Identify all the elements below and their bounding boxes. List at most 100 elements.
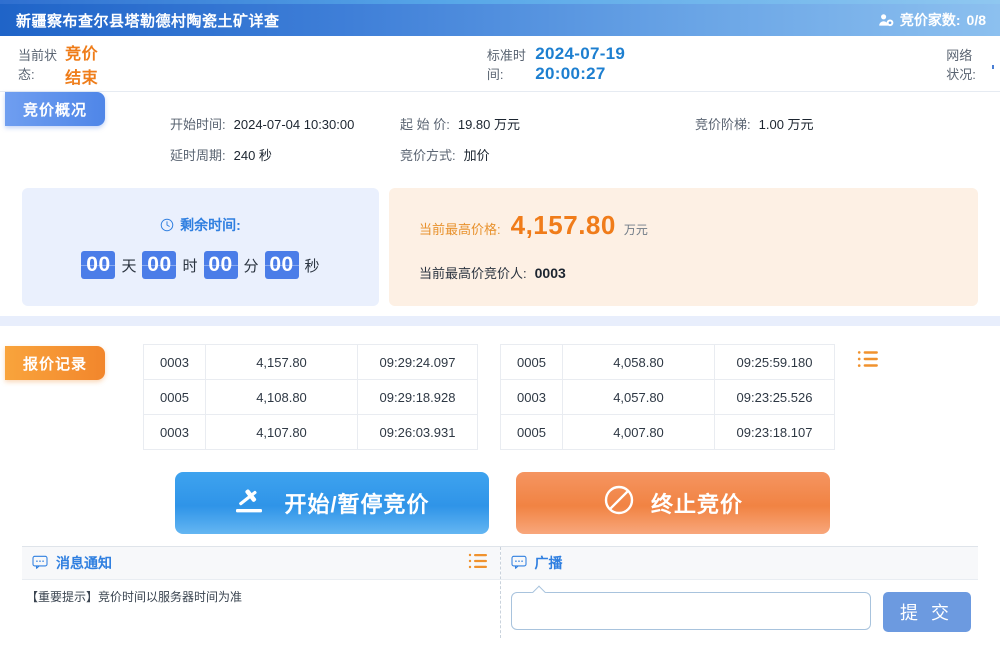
overview-fields: 开始时间: 2024-07-04 10:30:00 起 始 价: 19.80 万… [170, 106, 1000, 170]
bidder-count-group: 竞价家数: 0/8 [878, 10, 986, 30]
table-row[interactable]: 0005 4,007.80 09:23:18.107 [500, 414, 835, 450]
bid-time: 09:26:03.931 [357, 414, 478, 450]
broadcast-submit-button[interactable]: 提 交 [882, 592, 971, 632]
bid-records-tag-label: 报价记录 [5, 346, 106, 380]
message-icon [510, 555, 527, 572]
highest-bidder-value: 0003 [534, 265, 566, 281]
bid-records-table-right: 0005 4,058.80 09:25:59.180 0003 4,057.80… [500, 344, 835, 450]
gavel-icon [234, 485, 268, 521]
overview-tag-label: 竞价概况 [5, 92, 106, 126]
table-row[interactable]: 0005 4,108.80 09:29:18.928 [143, 379, 478, 415]
top-accent-strip [0, 0, 1000, 4]
bid-records-section: 报价记录 0003 4,157.80 09:29:24.097 0005 4,1… [0, 326, 1000, 454]
highest-price-value: 4,157.80 [510, 210, 616, 240]
table-row[interactable]: 0005 4,058.80 09:25:59.180 [500, 344, 835, 380]
message-panel-header: 消息通知 [22, 547, 500, 580]
bid-records-list-icon[interactable] [857, 350, 879, 368]
countdown-hours-unit: 时 [182, 257, 198, 275]
stop-auction-label: 终止竞价 [650, 492, 743, 517]
standard-time-label: 标准时间: [486, 47, 526, 82]
start-time-value: 2024-07-04 10:30:00 [233, 117, 355, 132]
speech-tail-icon [531, 585, 547, 593]
users-gear-icon [878, 12, 894, 28]
bid-id: 0003 [143, 414, 206, 450]
countdown-days-unit: 天 [121, 257, 137, 275]
overview-row-2: 延时周期: 240 秒 竞价方式: 加价 [170, 139, 1000, 170]
standard-time-value: 2024-07-19 20:00:27 [535, 43, 626, 83]
bid-price: 4,157.80 [205, 344, 358, 380]
remaining-time-title-group: 剩余时间: [160, 215, 241, 235]
bid-step-field: 竞价阶梯: 1.00 万元 [695, 114, 814, 133]
bid-price: 4,057.80 [562, 379, 715, 415]
current-state-value: 竞价结束 [65, 45, 99, 87]
highest-price-panel: 当前最高价格: 4,157.80 万元 当前最高价竞价人: 0003 [389, 188, 978, 306]
bid-price: 4,108.80 [205, 379, 358, 415]
delay-cycle-label: 延时周期: [170, 148, 226, 163]
highest-bidder-label: 当前最高价竞价人: [419, 266, 527, 281]
countdown-minutes: 00 [203, 251, 238, 279]
message-icon [32, 555, 48, 572]
starting-price-field: 起 始 价: 19.80 万元 [400, 114, 695, 133]
summary-panels: 剩余时间: 00 天 00 时 00 分 00 秒 当前最高价格: 4,157.… [0, 178, 1000, 306]
bid-step-label: 竞价阶梯: [695, 117, 751, 132]
status-bar: 当前状态: 竞价结束 标准时间: 2024-07-19 20:00:27 网络状… [0, 36, 1000, 92]
start-pause-auction-button[interactable]: 开始/暂停竞价 [175, 472, 489, 534]
highest-price-label: 当前最高价格: [419, 222, 501, 237]
countdown-days: 00 [81, 251, 116, 279]
bid-mode-value: 加价 [463, 148, 490, 163]
highest-price-row: 当前最高价格: 4,157.80 万元 [419, 210, 978, 241]
overview-row-1: 开始时间: 2024-07-04 10:30:00 起 始 价: 19.80 万… [170, 108, 1000, 139]
bid-time: 09:29:24.097 [357, 344, 478, 380]
current-state-group: 当前状态: 竞价结束 [18, 40, 114, 88]
broadcast-panel: 广播 提 交 [500, 547, 978, 638]
bid-records-tag: 报价记录 [5, 346, 106, 380]
table-row[interactable]: 0003 4,107.80 09:26:03.931 [143, 414, 478, 450]
action-buttons: 开始/暂停竞价 终止竞价 [0, 454, 1000, 534]
network-status-label: 网络状况: [946, 47, 976, 82]
message-panel-title: 消息通知 [56, 555, 112, 571]
message-panel: 消息通知 【重要提示】竞价时间以服务器时间为准 [22, 547, 501, 638]
bid-price: 4,007.80 [562, 414, 715, 450]
start-time-field: 开始时间: 2024-07-04 10:30:00 [170, 114, 400, 133]
countdown-minutes-unit: 分 [243, 257, 259, 275]
message-list-icon[interactable] [468, 553, 488, 574]
bid-records-tables: 0003 4,157.80 09:29:24.097 0005 4,108.80… [143, 342, 1000, 450]
broadcast-input-wrap [510, 592, 871, 630]
message-list: 【重要提示】竞价时间以服务器时间为准 [22, 580, 500, 605]
bid-time: 09:29:18.928 [357, 379, 478, 415]
bid-id: 0005 [500, 344, 563, 380]
table-row[interactable]: 0003 4,157.80 09:29:24.097 [143, 344, 478, 380]
remaining-time-title: 剩余时间: [180, 217, 241, 233]
page-title: 新疆察布查尔县塔勒德村陶瓷土矿详查 [16, 12, 280, 30]
current-state-label: 当前状态: [18, 47, 58, 82]
broadcast-panel-title-group: 广播 [510, 553, 563, 573]
start-time-label: 开始时间: [170, 117, 226, 132]
bid-time: 09:23:18.107 [714, 414, 835, 450]
broadcast-panel-title: 广播 [534, 555, 563, 571]
broadcast-panel-header: 广播 [500, 547, 978, 580]
ban-icon [603, 484, 635, 522]
bidder-count-value: 0/8 [966, 12, 986, 28]
bid-mode-field: 竞价方式: 加价 [400, 145, 695, 164]
countdown-seconds: 00 [264, 251, 299, 279]
list-item: 【重要提示】竞价时间以服务器时间为准 [26, 590, 243, 604]
bid-time: 09:25:59.180 [714, 344, 835, 380]
highest-bidder-row: 当前最高价竞价人: 0003 [419, 263, 978, 282]
stop-auction-button[interactable]: 终止竞价 [516, 472, 830, 534]
table-row[interactable]: 0003 4,057.80 09:23:25.526 [500, 379, 835, 415]
standard-time-group: 标准时间: 2024-07-19 20:00:27 [487, 44, 658, 84]
remaining-time-panel: 剩余时间: 00 天 00 时 00 分 00 秒 [22, 188, 379, 306]
bidder-count-label: 竞价家数: [899, 12, 961, 28]
bid-id: 0003 [143, 344, 206, 380]
delay-cycle-field: 延时周期: 240 秒 [170, 145, 400, 164]
bid-id: 0005 [143, 379, 206, 415]
bid-time: 09:23:25.526 [714, 379, 835, 415]
bid-id: 0005 [500, 414, 563, 450]
bottom-panels: 消息通知 【重要提示】竞价时间以服务器时间为准 [22, 546, 978, 638]
bid-step-value: 1.00 万元 [758, 117, 814, 132]
start-pause-auction-label: 开始/暂停竞价 [284, 492, 430, 517]
countdown: 00 天 00 时 00 分 00 秒 [81, 251, 320, 279]
broadcast-input[interactable] [510, 592, 871, 630]
page-header: 新疆察布查尔县塔勒德村陶瓷土矿详查 竞价家数: 0/8 [0, 4, 1000, 36]
